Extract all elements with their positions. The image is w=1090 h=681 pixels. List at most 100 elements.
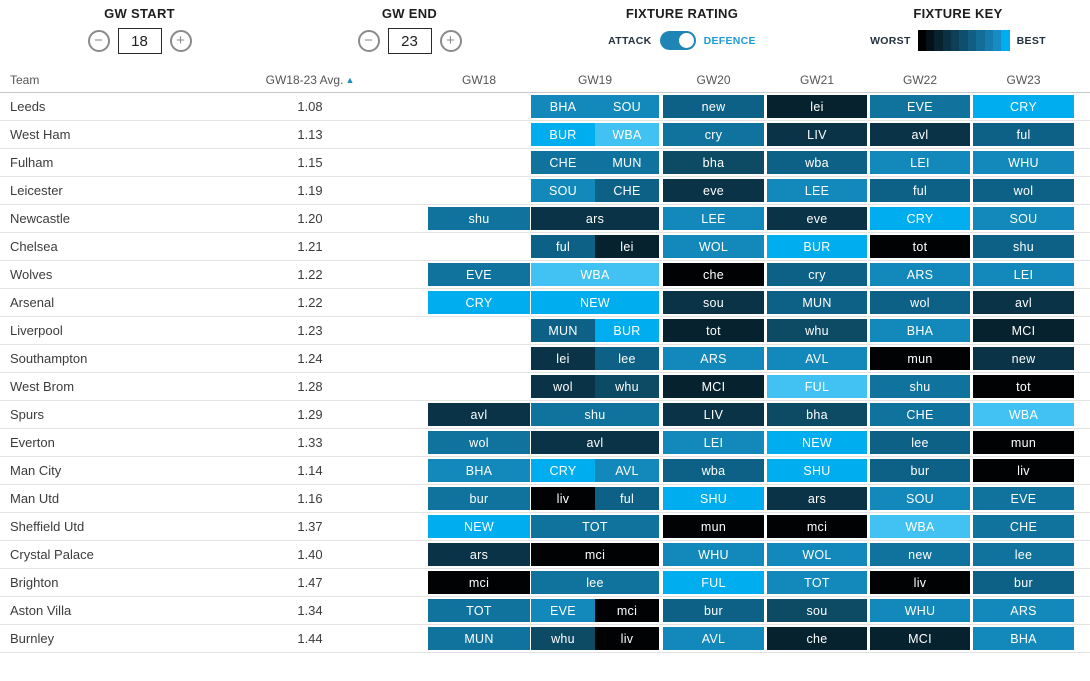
gw-end-input[interactable] [387,28,432,54]
gw-cell-group: ful [870,177,970,204]
gw-cell-group: MCI [663,373,764,400]
team-name: Newcastle [10,211,70,226]
gw-start-input[interactable] [117,28,162,54]
key-gradient-step [942,30,952,51]
fixture-cell: new [663,95,764,118]
fixture-cell: CHE [595,179,659,202]
gw-cell-group [428,373,530,400]
fixture-cell: TOT [428,599,530,622]
table-row: Man Utd 1.16 bur liv ful SHU ars SOU EVE [0,485,1090,513]
fixture-cell: shu [531,403,659,426]
gw-cell-group: EVE [428,261,530,288]
gw-cell-group: NEW [531,289,659,316]
gw-cell-group: MCI [870,625,970,652]
gw-cell-group: tot [973,373,1074,400]
gw-cell-group [428,317,530,344]
fixture-cell: WHU [973,151,1074,174]
gw-cell-group: wol [870,289,970,316]
gw-cell-group: LEE [663,205,764,232]
key-gradient-step [967,30,977,51]
fixture-cell: LEI [870,151,970,174]
gw-cell-group: liv [870,569,970,596]
fixture-cell: bha [767,403,867,426]
gw-cell-group: WHU [870,597,970,624]
fixture-cell: lei [767,95,867,118]
gw-cell-group [428,121,530,148]
fixture-cell: EVE [428,263,530,286]
gw-cell-group: shu [428,205,530,232]
fixtures-strip: wol avl LEI NEW lee mun [428,429,1074,456]
rating-toggle-switch[interactable] [659,31,696,50]
gw-cell-group: wol [973,177,1074,204]
fixture-cell: AVL [663,627,764,650]
gw-cell-group: che [663,261,764,288]
gw-cell-group: lee [870,429,970,456]
fixture-cell: EVE [531,599,595,622]
fixture-cell: MUN [767,291,867,314]
team-name: Leeds [10,99,46,114]
gw-cell-group: LEI [973,261,1074,288]
fixtures-strip: SOU CHE eve LEE ful wol [428,177,1074,204]
avg-header-text: GW18-23 Avg. [265,73,344,87]
gw-cell-group: mun [973,429,1074,456]
fixture-cell: lei [531,347,595,370]
gw-cell-group: mci [428,569,530,596]
fixture-cell: avl [870,123,970,146]
gw-cell-group: CRY [870,205,970,232]
gw-cell-group: WBA [870,513,970,540]
fixture-cell: CHE [531,151,595,174]
team-name: Everton [10,435,55,450]
gw-end-plus-button[interactable]: + [439,30,462,52]
table-row: Everton 1.33 wol avl LEI NEW lee mun [0,429,1090,457]
attack-option[interactable]: ATTACK [608,34,652,47]
fixture-cell: NEW [767,431,867,454]
table-row: West Ham 1.13 BUR WBA cry LIV avl ful [0,121,1090,149]
row-spacer [360,457,428,484]
gw-cell-group: MCI [973,317,1074,344]
fixture-cell: lee [870,431,970,454]
fixtures-strip: TOT EVE mci bur sou WHU ARS [428,597,1074,624]
fixture-cell: sou [767,599,867,622]
fixture-cell: CRY [428,291,530,314]
gw-cell-group: ars [767,485,867,512]
gw-cell-group: cry [663,121,764,148]
table-row: Fulham 1.15 CHE MUN bha wba LEI WHU [0,149,1090,177]
gw-cell-group: SOU [870,485,970,512]
gw-start-minus-button[interactable]: − [87,30,110,52]
team-name: Burnley [10,631,55,646]
table-row: Newcastle 1.20 shu ars LEE eve CRY SOU [0,205,1090,233]
gw-cell-group: NEW [767,429,867,456]
table-body: Leeds 1.08 BHA SOU new lei EVE CRY West Ham 1.13 B… [0,93,1090,653]
avg-rating-value: 1.44 [297,631,323,646]
key-gradient-step [992,30,1002,51]
table-row: Man City 1.14 BHA CRY AVL wba SHU bur liv [0,457,1090,485]
avg-column-header[interactable]: GW18-23 Avg. ▲ [260,68,360,92]
fixture-cell: SOU [531,179,595,202]
gw-cell-group: lei [767,93,867,120]
gw-cell-group: ful lei [531,233,659,260]
fixture-cell: lee [973,543,1074,566]
team-name: Aston Villa [10,603,72,618]
gw-end-minus-button[interactable]: − [357,30,380,52]
fixture-cell: SHU [663,487,764,510]
fixture-cell: TOT [767,571,867,594]
fixture-cell: TOT [531,515,659,538]
table-row: Aston Villa 1.34 TOT EVE mci bur sou WHU ARS [0,597,1090,625]
gw-start-plus-button[interactable]: + [169,30,192,52]
avg-rating-value: 1.20 [297,211,323,226]
fixture-cell: liv [531,487,595,510]
row-spacer [360,373,428,400]
gw-cell-group: MUN [428,625,530,652]
gw-column-header: GW20 [696,73,731,87]
row-spacer [360,121,428,148]
table-row: Chelsea 1.21 ful lei WOL BUR tot shu [0,233,1090,261]
fixtures-strip: BHA SOU new lei EVE CRY [428,93,1074,120]
fixture-rating-label: FIXTURE RATING [625,6,739,21]
gw-cell-group: avl [973,289,1074,316]
gw-cell-group: lei lee [531,345,659,372]
fixtures-strip: CHE MUN bha wba LEI WHU [428,149,1074,176]
defence-option[interactable]: DEFENCE [703,34,756,47]
fixture-cell: BHA [428,459,530,482]
gw-column-header: GW18 [461,73,496,87]
gw-cell-group: TOT [531,513,659,540]
